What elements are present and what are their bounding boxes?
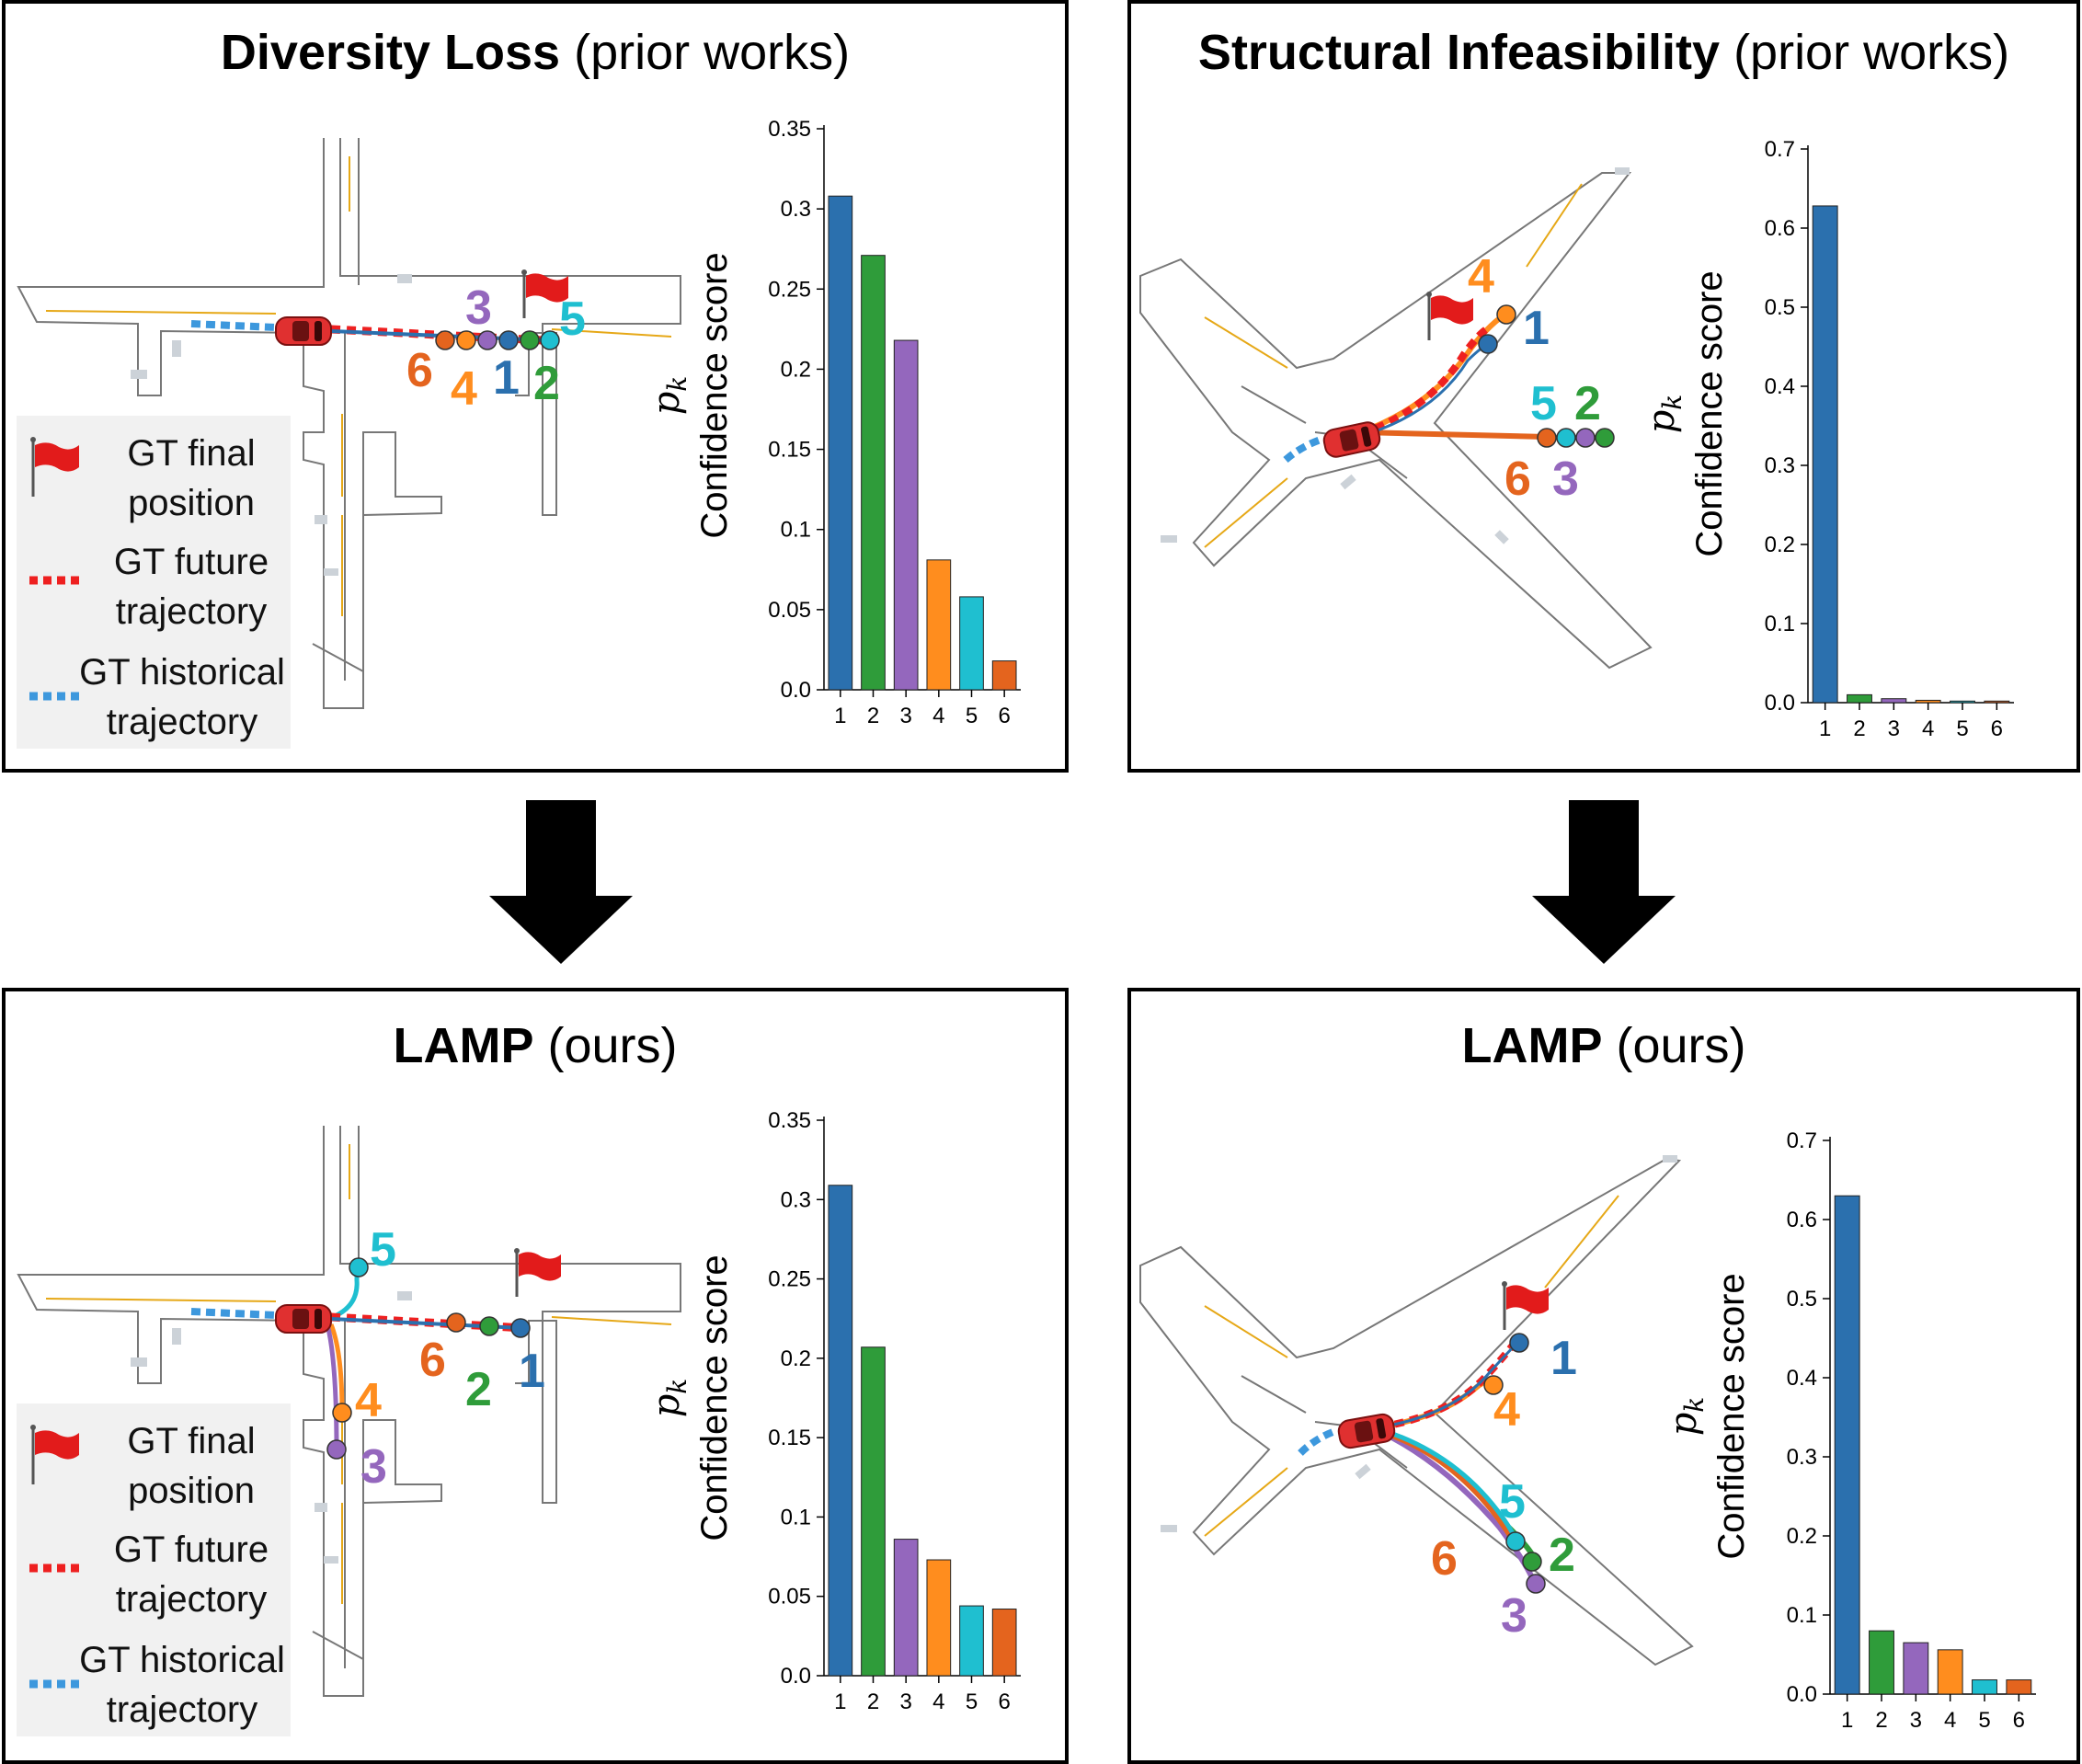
- legend-label: position: [128, 483, 255, 523]
- legend-bottom: GT final position GT future trajectory G…: [17, 1403, 291, 1736]
- legend-top: GT final position GT future trajectory G…: [17, 416, 291, 749]
- panel-title-bold: LAMP: [393, 1018, 534, 1073]
- panel-title: LAMP (ours): [1131, 1017, 2076, 1074]
- legend-label: GT final: [127, 1421, 256, 1461]
- legend-label: trajectory: [106, 1690, 258, 1730]
- legend-label: trajectory: [106, 702, 258, 742]
- panel-title-rest: (prior works): [560, 25, 851, 80]
- panel-title: LAMP (ours): [6, 1017, 1065, 1074]
- panel-structural-infeasibility: Structural Infeasibility (prior works): [1127, 0, 2080, 773]
- red-dotted-line-icon: [29, 1564, 85, 1573]
- panel-title-rest: (ours): [533, 1018, 678, 1073]
- panel-title-bold: Diversity Loss: [220, 25, 561, 80]
- red-flag-icon: [30, 437, 79, 497]
- legend-label: trajectory: [115, 1579, 268, 1620]
- down-arrow-left: [489, 800, 633, 964]
- panel-title-bold: Structural Infeasibility: [1197, 25, 1721, 80]
- panel-title-bold: LAMP: [1461, 1018, 1603, 1073]
- legend-label: trajectory: [115, 591, 268, 632]
- down-arrow-right: [1532, 800, 1676, 964]
- panel-title: Structural Infeasibility (prior works): [1131, 24, 2076, 81]
- legend-label: position: [128, 1471, 255, 1511]
- legend-label: GT future: [113, 542, 269, 582]
- panel-title-rest: (prior works): [1720, 25, 2010, 80]
- legend-label: GT future: [113, 1529, 269, 1570]
- red-dotted-line-icon: [29, 576, 85, 585]
- legend-label: GT historical: [79, 652, 285, 693]
- panel-title: Diversity Loss (prior works): [6, 24, 1065, 81]
- legend-label: GT historical: [79, 1640, 285, 1680]
- red-flag-icon: [30, 1425, 79, 1484]
- panel-lamp-right: LAMP (ours): [1127, 988, 2080, 1764]
- panel-title-rest: (ours): [1602, 1018, 1746, 1073]
- legend-label: GT final: [127, 433, 256, 474]
